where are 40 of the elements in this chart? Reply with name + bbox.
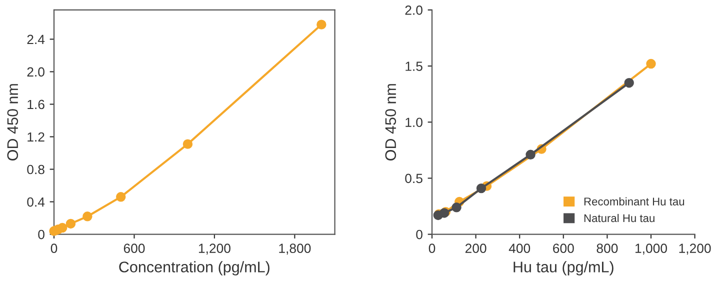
y-tick-label: 1.6 <box>28 100 44 110</box>
point <box>624 78 634 88</box>
point <box>526 150 536 160</box>
point <box>182 139 193 149</box>
point <box>316 20 326 30</box>
y-tick-label: 2.0 <box>27 67 44 77</box>
y-tick-label: 1.2 <box>28 132 44 142</box>
point <box>116 192 126 202</box>
x-tick-label: 1,200 <box>198 244 230 255</box>
y-axis-title: OD 450 nm <box>7 84 18 160</box>
x-tick-label: 600 <box>553 244 574 254</box>
x-axis-title: Concentration (pg/mL) <box>119 261 270 276</box>
x-tick-label: 200 <box>465 244 486 254</box>
legend-label: Recombinant Hu tau <box>584 197 684 206</box>
point <box>57 222 68 233</box>
point <box>646 58 656 69</box>
x-tick-label: 600 <box>124 244 145 254</box>
x-tick-label: 400 <box>508 244 530 254</box>
x-tick-label: 0 <box>50 244 58 254</box>
y-tick-label: 1.5 <box>406 62 422 71</box>
x-tick-label: 1,800 <box>279 244 311 255</box>
y-tick-label: 2.0 <box>405 6 422 15</box>
point <box>82 212 92 222</box>
x-tick-label: 1,000 <box>636 244 667 255</box>
point <box>476 183 486 194</box>
y-tick-label: 0 <box>416 230 422 240</box>
x-tick-label: 800 <box>596 244 618 254</box>
y-tick-label: 0.8 <box>27 164 44 174</box>
y-axis-title: OD 450 nm <box>385 84 396 160</box>
point <box>452 202 462 212</box>
y-tick-label: 0 <box>38 230 44 240</box>
y-tick-label: 2.4 <box>27 34 45 44</box>
y-tick-label: 0.5 <box>405 174 422 184</box>
legend-label: Natural Hu tau <box>584 214 654 222</box>
x-tick-label: 1,200 <box>679 244 711 255</box>
y-tick-label: 0.4 <box>27 197 45 207</box>
point <box>66 218 76 229</box>
y-tick-label: 1.0 <box>406 118 422 128</box>
x-axis-title: Hu tau (pg/mL) <box>514 261 614 276</box>
x-tick-label: 0 <box>428 244 436 254</box>
